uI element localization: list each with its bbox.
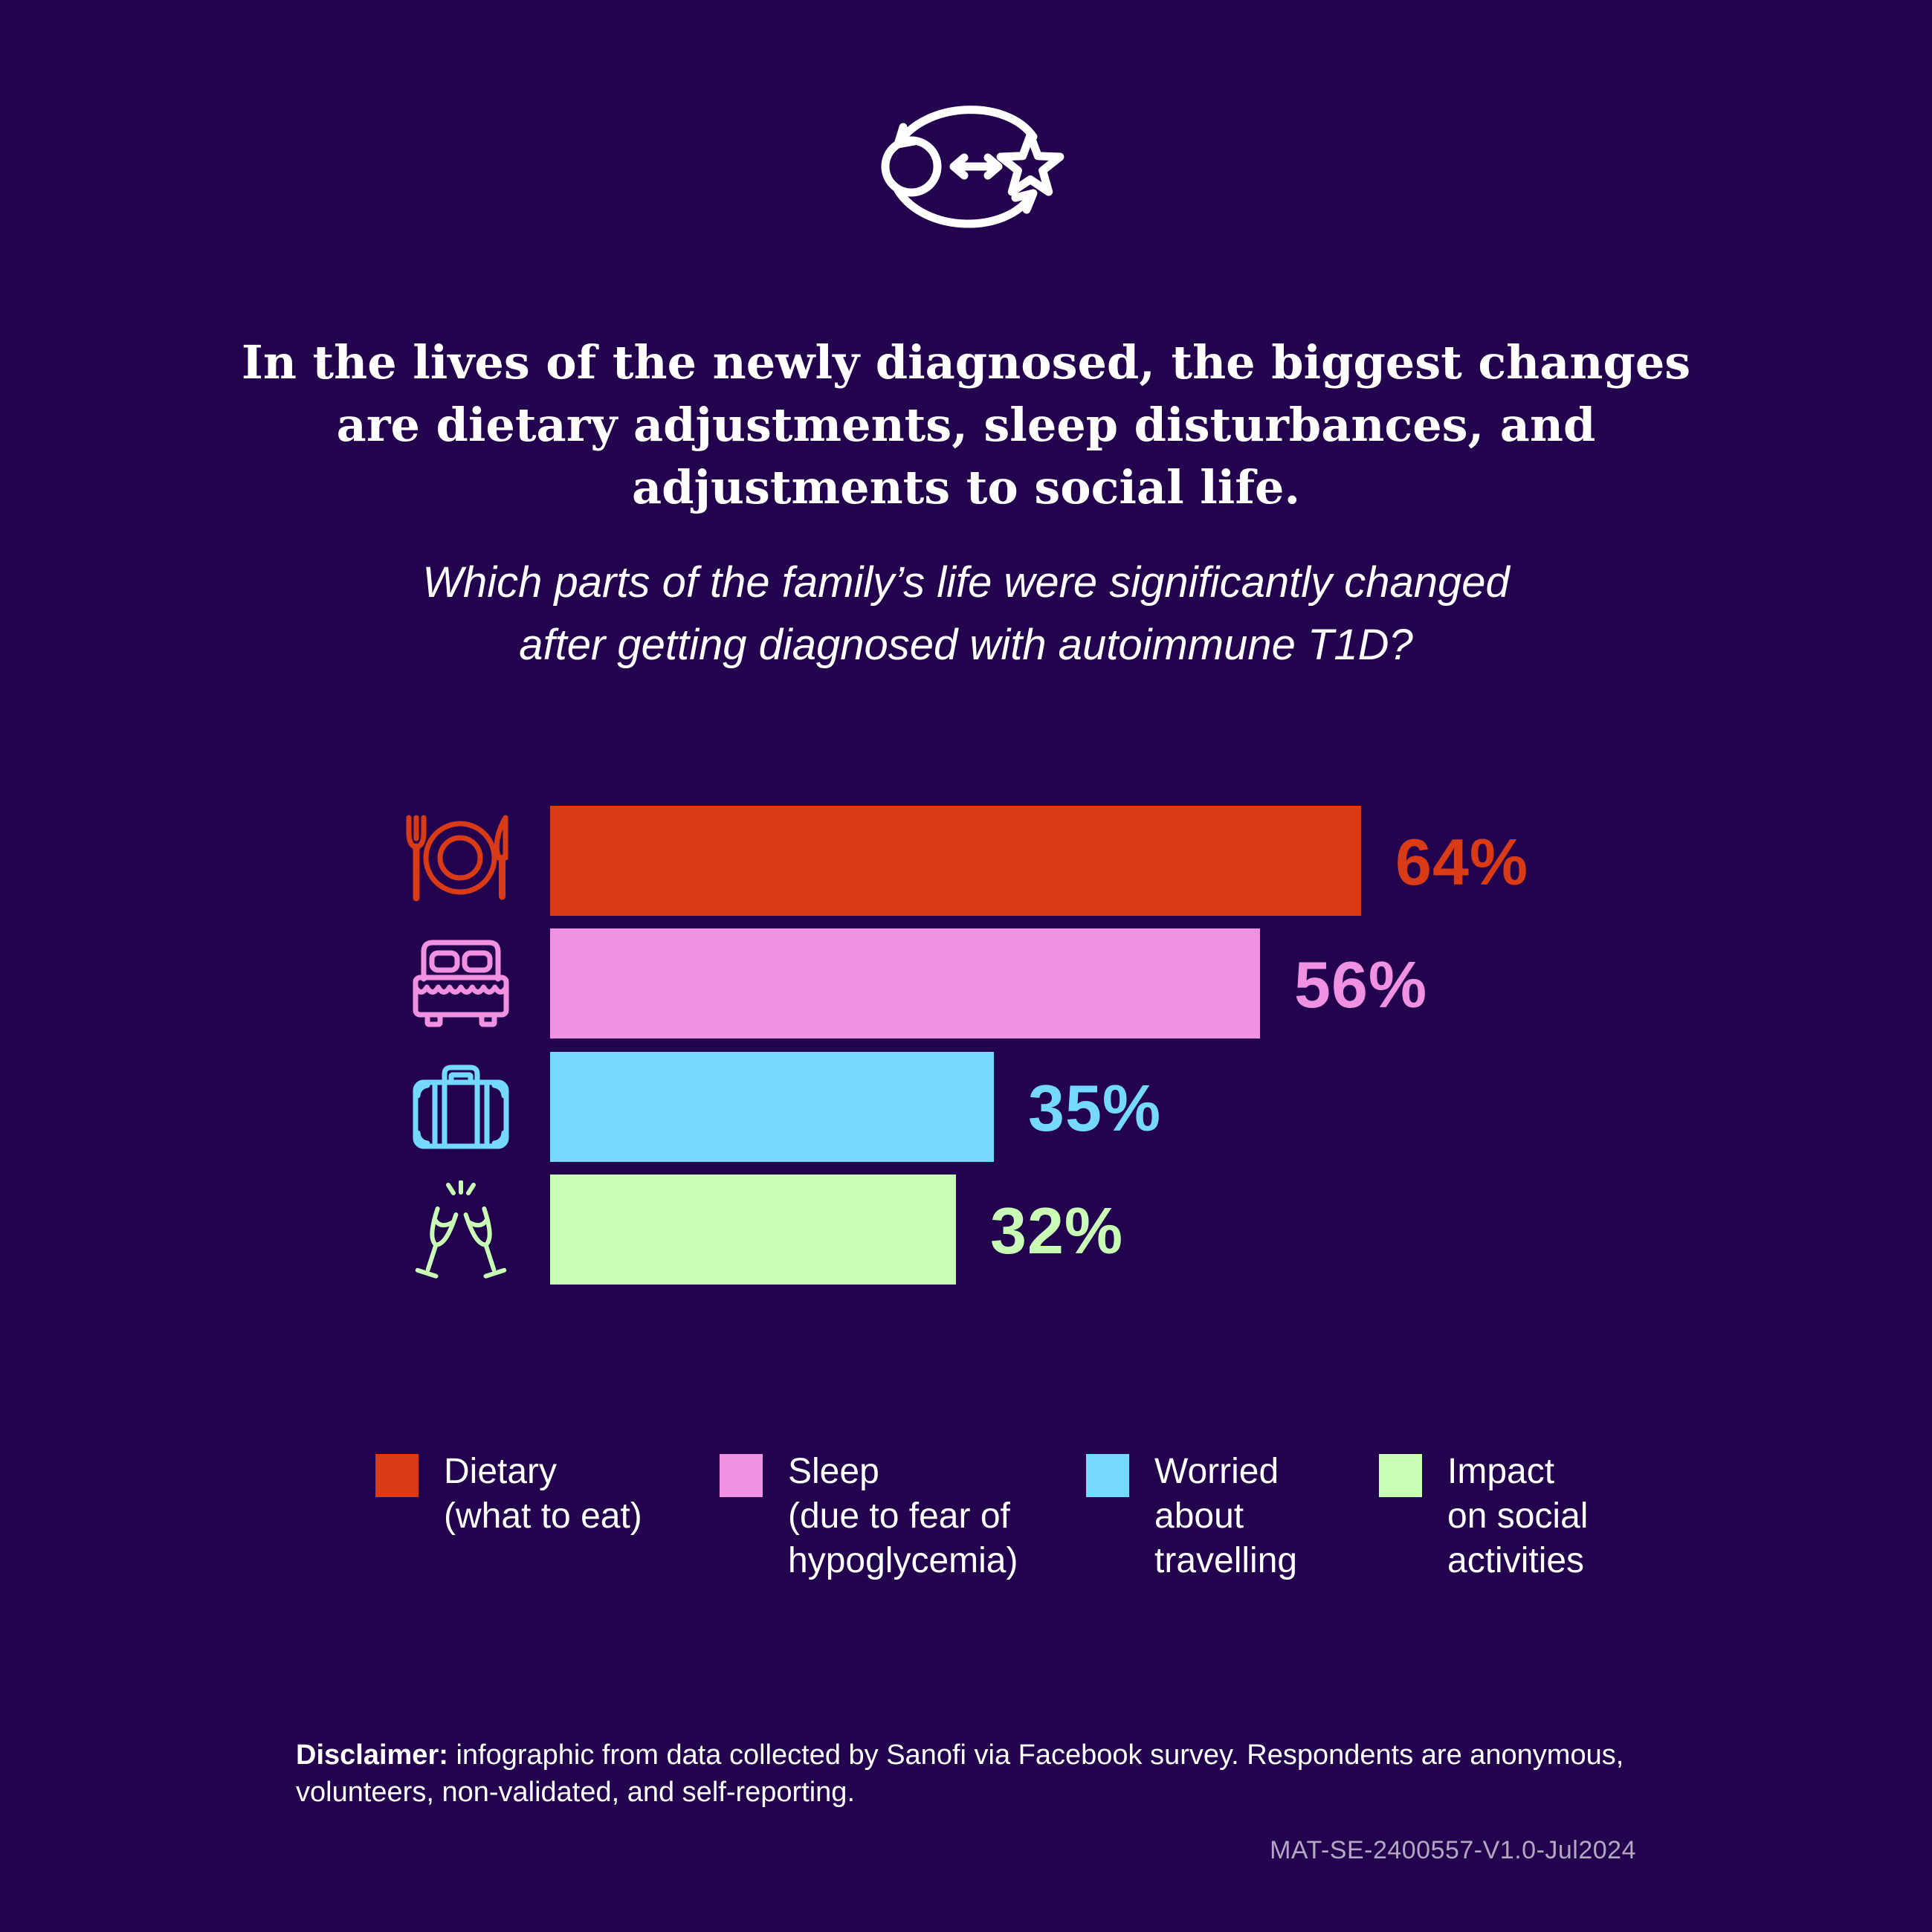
change-cycle-icon: [881, 106, 1064, 228]
survey-question: Which parts of the family’s life were si…: [422, 558, 1510, 669]
disclaimer-body: infographic from data collected by Sanof…: [296, 1739, 1624, 1808]
legend-swatch-dietary: [375, 1454, 419, 1497]
legend-item-social: Impact on social activities: [1379, 1450, 1588, 1583]
bar-social: [550, 1175, 956, 1285]
bar-sleep: [550, 928, 1260, 1038]
bar-row-dietary: 64%: [0, 806, 1932, 916]
page-title: In the lives of the newly diagnosed, the…: [241, 335, 1691, 514]
legend-item-dietary: Dietary (what to eat): [375, 1450, 642, 1539]
bar-value-travel: 35%: [1028, 1071, 1162, 1145]
legend-swatch-sleep: [720, 1454, 763, 1497]
legend-swatch-travel: [1086, 1454, 1129, 1497]
suitcase-icon: [401, 1052, 520, 1162]
plate-cutlery-icon: [401, 806, 520, 916]
reference-code: MAT-SE-2400557-V1.0-Jul2024: [1270, 1836, 1636, 1864]
bar-row-travel: 35%: [0, 1052, 1932, 1162]
legend-label-social: Impact on social activities: [1447, 1452, 1589, 1580]
disclaimer-label: Disclaimer:: [296, 1739, 448, 1771]
disclaimer-text: Disclaimer: infographic from data collec…: [296, 1736, 1679, 1811]
bed-icon: [401, 928, 520, 1038]
bar-value-sleep: 56%: [1294, 948, 1428, 1021]
bar-dietary: [550, 806, 1361, 916]
legend-label-dietary: Dietary (what to eat): [444, 1452, 642, 1536]
champagne-glasses-icon: [401, 1175, 520, 1285]
bar-value-dietary: 64%: [1395, 825, 1529, 899]
legend-label-travel: Worried about travelling: [1154, 1452, 1298, 1580]
bar-row-sleep: 56%: [0, 928, 1932, 1038]
legend-item-sleep: Sleep (due to fear of hypoglycemia): [720, 1450, 1018, 1583]
legend-item-travel: Worried about travelling: [1086, 1450, 1297, 1583]
bar-travel: [550, 1052, 994, 1162]
legend-swatch-social: [1379, 1454, 1422, 1497]
bar-row-social: 32%: [0, 1175, 1932, 1285]
bar-value-social: 32%: [990, 1194, 1124, 1267]
legend-label-sleep: Sleep (due to fear of hypoglycemia): [788, 1452, 1018, 1580]
